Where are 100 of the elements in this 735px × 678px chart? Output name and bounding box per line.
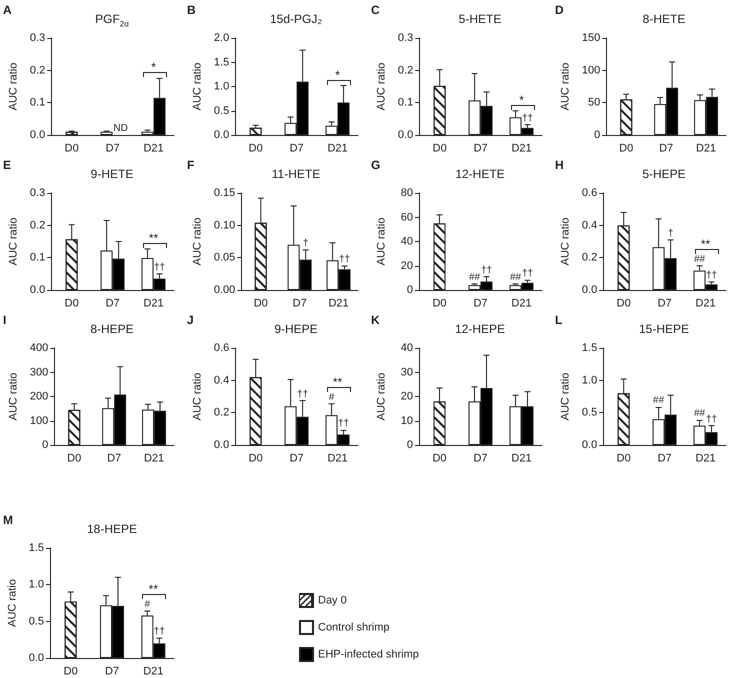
- y-tick-label: 0: [406, 439, 413, 451]
- x-tick-label: D21: [327, 452, 348, 464]
- chart-title: 15-HEPE: [638, 322, 690, 336]
- y-tick-label: 150: [582, 32, 600, 44]
- text: A: [3, 3, 12, 17]
- text: D: [555, 3, 564, 17]
- y-tick-label: 50: [588, 96, 600, 109]
- y-tick-label: 0.6: [214, 342, 230, 354]
- y-tick-label: 0.0: [28, 652, 44, 664]
- x-tick-label: D0: [248, 142, 263, 154]
- x-tick-label: D7: [107, 452, 122, 464]
- y-tick-label: 1.0: [582, 374, 598, 386]
- text: E: [3, 158, 12, 172]
- x-tick-label: D0: [432, 298, 447, 310]
- chart-title: 9-HETE: [90, 167, 134, 181]
- y-tick-label: 0.1: [30, 252, 46, 264]
- data-label: ††: [522, 268, 534, 280]
- annotation: *: [519, 92, 524, 107]
- x-tick-label: D7: [290, 142, 304, 154]
- chart-title: 18-HEPE: [86, 522, 138, 536]
- x-tick-label: D21: [695, 298, 716, 310]
- text: G: [371, 158, 380, 172]
- y-tick-label: 0.2: [398, 64, 414, 76]
- y-tick-label: 1.5: [28, 542, 44, 554]
- data-label: ††: [297, 388, 308, 400]
- x-tick-label: D7: [104, 666, 120, 678]
- text: C: [371, 3, 380, 17]
- y-tick-label: 40: [400, 236, 413, 248]
- y-tick-label: 0.3: [398, 32, 414, 44]
- y-tick-label: 0.0: [30, 284, 46, 296]
- x-tick-label: D0: [254, 298, 268, 310]
- y-axis-title: AUC ratio: [192, 372, 204, 420]
- x-tick-label: D0: [64, 298, 79, 310]
- y-tick-label: 0.2: [30, 64, 46, 76]
- legend-label: Day 0: [318, 594, 347, 606]
- x-tick-label: D7: [659, 142, 674, 154]
- data-label: ##: [653, 395, 664, 406]
- y-tick-label: 0.3: [30, 32, 46, 44]
- y-axis-title: AUC ratio: [376, 62, 388, 110]
- y-axis-title: AUC ratio: [192, 218, 204, 266]
- y-tick-label: 100: [30, 414, 48, 427]
- y-tick-label: 0.3: [30, 187, 46, 199]
- x-tick-label: D7: [292, 298, 307, 310]
- x-tick-label: D0: [432, 452, 447, 464]
- y-tick-label: 20: [400, 390, 413, 402]
- chart-title: 15d-PGJ₂: [268, 12, 323, 26]
- chart-title: 9-HEPE: [273, 322, 319, 336]
- y-axis-title: AUC ratio: [560, 372, 572, 420]
- text: M: [3, 513, 13, 527]
- text: K: [371, 313, 380, 327]
- y-axis-title: AUC ratio: [8, 372, 20, 420]
- y-tick-label: 0.0: [582, 284, 598, 296]
- x-tick-label: D21: [328, 298, 349, 310]
- x-tick-label: D7: [473, 452, 488, 464]
- y-tick-label: 0.4: [582, 219, 598, 232]
- x-tick-label: D7: [290, 452, 304, 464]
- y-tick-label: 0.2: [30, 219, 46, 232]
- y-tick-label: 1.0: [214, 80, 230, 92]
- y-tick-label: 0.15: [214, 187, 236, 199]
- y-tick-label: 0.10: [214, 219, 236, 232]
- data-label: ††: [338, 418, 350, 430]
- x-tick-label: D21: [143, 298, 164, 310]
- x-tick-label: D21: [511, 298, 532, 310]
- x-tick-label: D21: [511, 142, 532, 154]
- y-tick-label: 10: [400, 414, 413, 427]
- y-tick-label: 0: [406, 284, 413, 296]
- y-tick-label: 40: [400, 342, 413, 354]
- y-tick-label: 2.0: [214, 32, 230, 44]
- x-tick-label: D0: [432, 142, 447, 154]
- data-label: ††: [706, 414, 718, 425]
- y-axis-title: AUC ratio: [376, 218, 388, 266]
- y-tick-label: 0.0: [582, 439, 598, 451]
- y-tick-label: 400: [30, 342, 48, 354]
- x-tick-label: D7: [474, 142, 488, 154]
- legend-label: EHP-infected shrimp: [318, 648, 419, 660]
- x-tick-label: D0: [248, 452, 263, 464]
- x-tick-label: D21: [143, 142, 164, 154]
- data-label: ††: [480, 264, 492, 276]
- y-tick-label: 0.4: [214, 374, 230, 386]
- annotation: **: [148, 582, 158, 596]
- y-tick-label: 80: [400, 187, 413, 199]
- y-tick-label: 0.2: [214, 406, 230, 419]
- y-axis-title: AUC ratio: [6, 579, 18, 627]
- annotation: *: [151, 60, 156, 74]
- y-tick-label: 20: [400, 260, 413, 272]
- y-tick-label: 0.5: [582, 406, 598, 419]
- y-tick-label: 1.0: [28, 578, 44, 591]
- data-label: ††: [522, 112, 534, 124]
- y-tick-label: 0.0: [214, 129, 230, 141]
- y-tick-label: 0.1: [398, 96, 414, 109]
- y-tick-label: 0: [594, 129, 600, 141]
- x-tick-label: D21: [696, 142, 716, 154]
- y-tick-label: 60: [400, 211, 413, 224]
- legend-label: Control shrimp: [318, 622, 390, 634]
- x-tick-label: D7: [658, 452, 672, 464]
- annotation: **: [332, 374, 342, 389]
- text: H: [555, 158, 564, 172]
- y-axis-title: AUC ratio: [560, 218, 572, 266]
- data-label: ##: [468, 272, 480, 283]
- y-tick-label: 0.05: [214, 252, 236, 264]
